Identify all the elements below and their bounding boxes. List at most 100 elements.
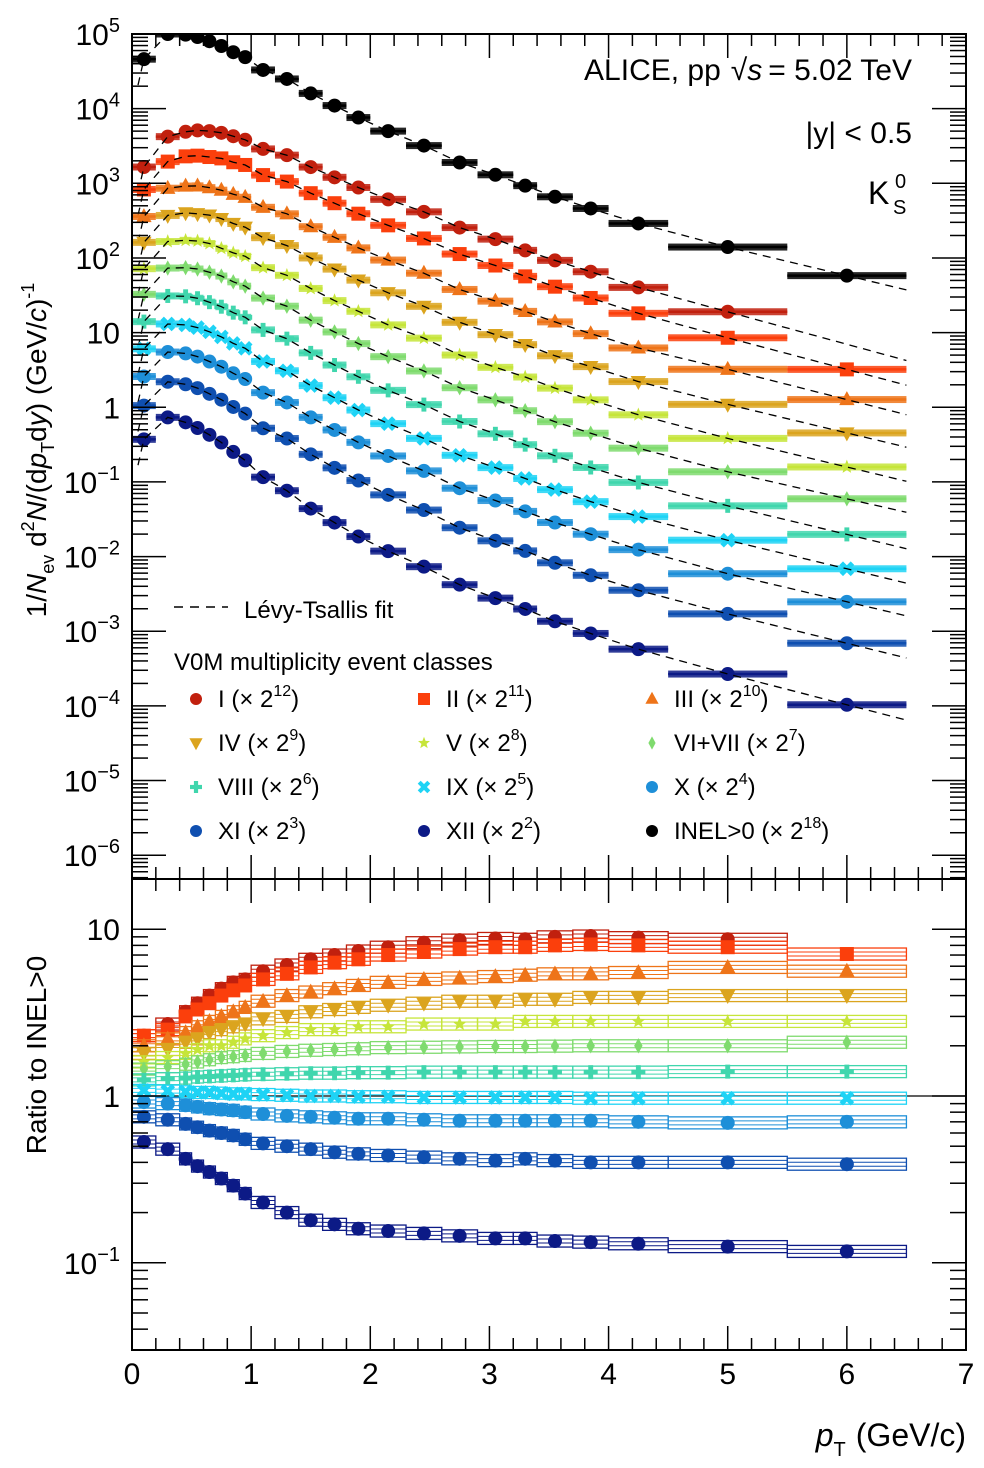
data-point [720, 606, 735, 621]
ratio-point [202, 1038, 217, 1052]
fit-curve [137, 267, 907, 513]
data-point [452, 520, 467, 535]
marker-triangle-up [136, 208, 152, 223]
marker-square [720, 940, 735, 955]
marker-cross-v [183, 289, 189, 304]
marker-cross-v [552, 1065, 558, 1080]
ratio-point [720, 989, 736, 1004]
marker-diamond [723, 1038, 732, 1054]
data-point [488, 426, 503, 441]
ratio-point [381, 948, 396, 963]
ratio-point [583, 1014, 598, 1028]
marker-circle [190, 1159, 205, 1174]
ratio-point [487, 968, 504, 983]
marker-circle [279, 1108, 294, 1123]
marker-circle [547, 1113, 562, 1128]
ratio-point [630, 991, 647, 1006]
marker-triangle-up [201, 1013, 218, 1028]
data-point [491, 392, 500, 408]
marker-circle [418, 825, 430, 837]
data-point [381, 383, 396, 398]
marker-triangle-up [451, 281, 468, 296]
marker-star [720, 431, 735, 445]
legend-marker [418, 825, 430, 837]
marker-triangle-up [416, 971, 432, 986]
marker-circle [279, 395, 294, 410]
axes: 10510410310210110−110−210−310−410−510−61… [64, 15, 975, 1391]
marker-circle [279, 71, 294, 86]
annotation-particle-sup: 0 [895, 171, 906, 193]
data-point [303, 410, 318, 425]
ratio-point [279, 987, 295, 1002]
data-point [383, 348, 393, 365]
data-point [238, 248, 253, 263]
marker-circle [178, 124, 193, 139]
data-point [201, 179, 218, 194]
legend-entry-xi: XI (× 23) [190, 815, 306, 845]
ratio-point [279, 1139, 294, 1154]
marker-star [279, 1025, 294, 1039]
legend-entry-iii: III (× 210) [645, 683, 769, 713]
marker-cross-v [588, 1065, 594, 1080]
marker-cross-v [457, 1065, 463, 1080]
ratio-point [136, 1083, 152, 1098]
ratio-point [452, 1090, 467, 1105]
ratio-point [416, 971, 432, 986]
marker-x-b [190, 1085, 205, 1100]
ratio-point [326, 1003, 343, 1018]
legend-marker [189, 738, 203, 751]
ratio-point [226, 1178, 241, 1193]
data-point [189, 177, 206, 192]
marker-star [418, 736, 430, 749]
data-point [517, 302, 533, 317]
data-point [839, 459, 854, 473]
marker-circle [631, 1236, 646, 1251]
data-point [518, 543, 533, 558]
ratio-point [631, 1155, 646, 1170]
ratio-point [351, 1089, 366, 1105]
ratio-point [201, 1026, 218, 1041]
ratio-point [839, 1244, 854, 1259]
marker-star [226, 1034, 241, 1049]
marker-triangle-up [255, 198, 271, 213]
ratio-point [238, 1132, 253, 1147]
ratio-point [303, 1022, 318, 1036]
data-point [381, 448, 396, 463]
ratio-point [416, 945, 431, 960]
ratio-point [214, 988, 229, 1003]
marker-square [839, 362, 854, 377]
marker-triangle-up [189, 1018, 206, 1033]
marker-triangle-down [583, 361, 599, 376]
marker-square [190, 148, 205, 163]
marker-triangle-up [303, 983, 319, 998]
ratio-series-x [132, 1095, 908, 1130]
marker-square [190, 1002, 205, 1017]
marker-circle [631, 1155, 646, 1170]
ratio-point [583, 1065, 598, 1080]
data-point [518, 269, 533, 284]
data-point [452, 247, 467, 262]
marker-circle [279, 1139, 294, 1154]
marker-circle [303, 447, 318, 462]
marker-circle [226, 1103, 241, 1118]
ratio-point [416, 1016, 431, 1030]
ratio-point [178, 1098, 193, 1113]
marker-star [238, 248, 253, 263]
marker-square [518, 940, 533, 955]
ratio-point [256, 1067, 271, 1082]
marker-x-b [351, 1089, 366, 1105]
marker-star [136, 261, 151, 275]
ratio-point [202, 1101, 217, 1116]
marker-triangle-up [517, 302, 533, 317]
data-point [416, 503, 431, 518]
marker-x-b [547, 482, 563, 497]
ratio-point [205, 1052, 214, 1068]
data-point [547, 313, 563, 328]
ratio-point [178, 1046, 193, 1060]
ratio-point [202, 1165, 217, 1180]
fit-curve [137, 212, 907, 448]
data-point [139, 286, 149, 303]
marker-circle [416, 1112, 431, 1127]
marker-diamond [634, 1038, 643, 1054]
marker-star [583, 392, 598, 406]
